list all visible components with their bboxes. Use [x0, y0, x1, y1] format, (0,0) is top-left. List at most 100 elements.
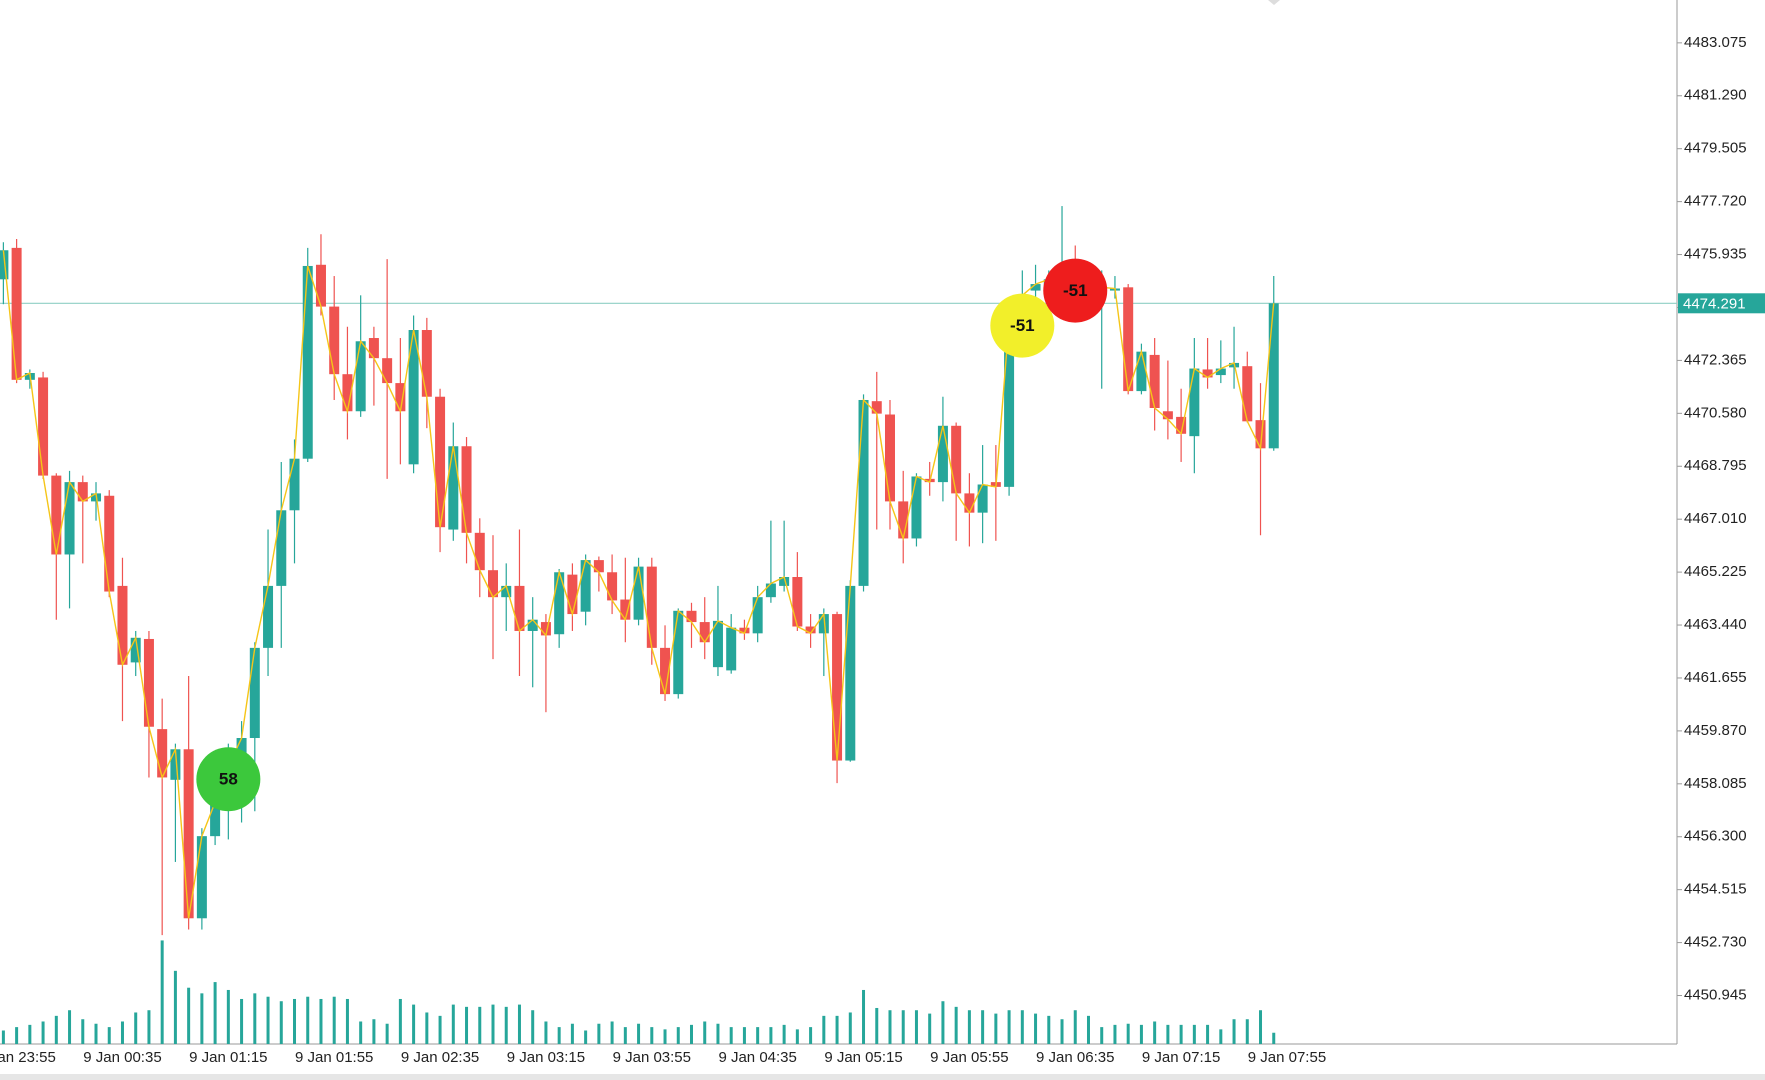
candle-body — [368, 338, 379, 359]
candle-body — [488, 570, 499, 598]
candle-body — [673, 610, 684, 695]
y-tick-label: 4468.795 — [1684, 457, 1747, 474]
x-tick-label: 9 Jan 06:35 — [1036, 1049, 1114, 1066]
price-tag-label: 4474.291 — [1683, 295, 1746, 312]
candle-body — [382, 358, 393, 384]
candle-body — [1149, 354, 1160, 408]
candle-body — [686, 610, 697, 623]
x-tick-label: 9 Jan 03:55 — [613, 1049, 691, 1066]
candle-body — [474, 532, 485, 571]
volume-bar — [293, 998, 297, 1044]
candle-body — [1255, 420, 1266, 449]
candle-body — [752, 597, 763, 634]
volume-bar — [68, 1010, 72, 1044]
candle-body — [660, 647, 671, 695]
candle-body — [64, 482, 75, 555]
volume-bar — [1007, 1010, 1011, 1044]
x-tick-label: 9 Jan 05:15 — [824, 1049, 902, 1066]
candle-body — [646, 566, 657, 648]
volume-bar — [319, 998, 323, 1044]
candle-body — [117, 585, 128, 665]
candle-body — [726, 627, 737, 671]
signal-label: 58 — [219, 770, 238, 789]
candle-body — [435, 396, 446, 528]
candle-body — [1030, 284, 1041, 291]
volume-bar — [187, 987, 191, 1044]
volume-bar — [1206, 1024, 1210, 1044]
y-tick-label: 4452.730 — [1684, 934, 1747, 951]
candle-body — [1162, 411, 1173, 420]
price-tag — [1678, 293, 1765, 314]
candle-body — [805, 626, 816, 634]
volume-bar — [1034, 1013, 1038, 1044]
volume-layer — [1, 940, 1276, 1044]
y-tick-label: 4461.655 — [1684, 669, 1747, 686]
volume-bar — [716, 1023, 720, 1044]
x-tick-label: 9 Jan 04:35 — [718, 1049, 796, 1066]
volume-bar — [253, 993, 257, 1044]
candle-body — [607, 572, 618, 601]
y-tick-label: 4475.935 — [1684, 246, 1747, 263]
candle-body — [739, 627, 750, 634]
volume-bar — [438, 1015, 442, 1044]
volume-bar — [94, 1023, 98, 1044]
volume-bar — [795, 1029, 799, 1044]
volume-bar — [54, 1015, 58, 1044]
volume-bar — [981, 1010, 985, 1044]
candle-body — [937, 425, 948, 483]
volume-bar — [875, 1007, 879, 1044]
volume-bar — [835, 1015, 839, 1044]
volume-bar — [1073, 1010, 1077, 1044]
volume-bar — [597, 1023, 601, 1044]
signal-label: -51 — [1010, 316, 1035, 335]
x-tick-label: 9 Jan 05:55 — [930, 1049, 1008, 1066]
x-tick-label: 8 Jan 23:55 — [0, 1049, 56, 1066]
volume-bar — [1192, 1024, 1196, 1044]
volume-bar — [914, 1010, 918, 1044]
volume-bar — [372, 1019, 376, 1044]
volume-bar — [412, 1004, 416, 1044]
candle-body — [210, 802, 221, 837]
candle-body — [249, 647, 260, 739]
candle-body — [792, 577, 803, 627]
volume-bar — [200, 993, 204, 1044]
volume-bar — [623, 1027, 627, 1044]
volume-bar — [782, 1024, 786, 1044]
volume-bar — [15, 1027, 19, 1044]
volume-bar — [1047, 1015, 1051, 1044]
volume-bar — [385, 1023, 389, 1044]
volume-bar — [928, 1013, 932, 1044]
candle-body — [461, 446, 472, 533]
candle-body — [1123, 287, 1134, 392]
y-tick-label: 4479.505 — [1684, 140, 1747, 157]
candle-body — [421, 330, 432, 397]
y-tick-label: 4483.075 — [1684, 34, 1747, 51]
y-tick-label: 4458.085 — [1684, 775, 1747, 792]
volume-bar — [888, 1010, 892, 1044]
scroll-marker — [1268, 0, 1280, 5]
volume-bar — [1113, 1024, 1117, 1044]
candle-body — [765, 583, 776, 598]
volume-bar — [345, 998, 349, 1044]
volume-bar — [491, 1004, 495, 1044]
volume-bar — [584, 1030, 588, 1044]
volume-bar — [134, 1012, 138, 1044]
volume-bar — [809, 1027, 813, 1044]
y-tick-label: 4459.870 — [1684, 722, 1747, 739]
volume-bar — [107, 1027, 111, 1044]
volume-bar — [544, 1021, 548, 1044]
candle-body — [858, 399, 869, 586]
volume-bar — [756, 1027, 760, 1044]
x-tick-label: 9 Jan 07:55 — [1248, 1049, 1326, 1066]
volume-bar — [954, 1006, 958, 1044]
volume-bar — [226, 989, 230, 1044]
y-tick-label: 4481.290 — [1684, 87, 1747, 104]
candle-body — [514, 585, 525, 631]
volume-bar — [266, 996, 270, 1044]
volume-bar — [1259, 1010, 1263, 1044]
volume-bar — [689, 1024, 693, 1044]
y-tick-label: 4472.365 — [1684, 351, 1747, 368]
candle-body — [157, 729, 168, 778]
